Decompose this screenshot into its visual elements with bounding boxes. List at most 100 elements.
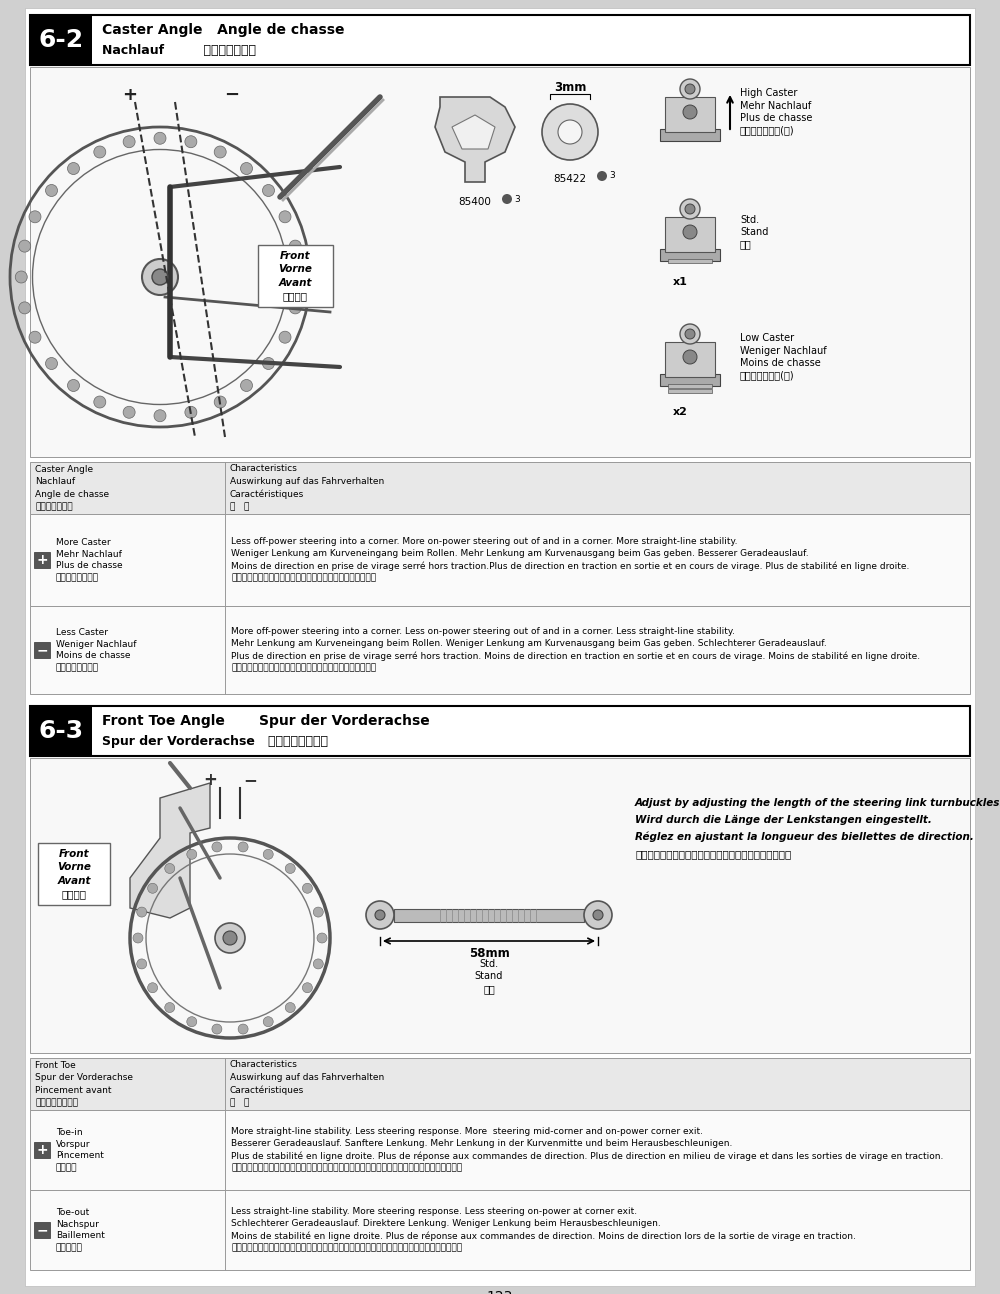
Text: Front Toe
Spur der Vorderachse
Pincement avant
フロントトー角度: Front Toe Spur der Vorderachse Pincement… <box>35 1061 133 1108</box>
Text: Front
Vorne
Avant
フロント: Front Vorne Avant フロント <box>278 251 312 300</box>
Circle shape <box>215 923 245 952</box>
Text: Less straight-line stability. More steering response. Less steering on-power at : Less straight-line stability. More steer… <box>231 1207 856 1253</box>
Circle shape <box>238 1024 248 1034</box>
Circle shape <box>123 136 135 148</box>
Text: Toe-out
Nachspur
Baillement
トーアウト: Toe-out Nachspur Baillement トーアウト <box>56 1207 105 1253</box>
Text: Caster Angle   Angle de chasse: Caster Angle Angle de chasse <box>102 23 344 38</box>
Bar <box>30 462 970 514</box>
Circle shape <box>279 211 291 223</box>
Circle shape <box>502 194 512 204</box>
Circle shape <box>238 842 248 851</box>
Circle shape <box>302 884 312 893</box>
Bar <box>30 1190 970 1269</box>
Bar <box>34 642 50 659</box>
Bar <box>34 1143 50 1158</box>
Text: Wird durch die Länge der Lenkstangen eingestellt.: Wird durch die Länge der Lenkstangen ein… <box>635 815 932 826</box>
Bar <box>34 553 50 568</box>
Bar <box>665 342 715 377</box>
Circle shape <box>313 959 323 969</box>
Text: High Caster
Mehr Nachlauf
Plus de chasse
キャスター角度(大): High Caster Mehr Nachlauf Plus de chasse… <box>740 88 812 136</box>
Bar <box>30 758 970 1053</box>
Circle shape <box>67 163 79 175</box>
Circle shape <box>46 185 58 197</box>
Circle shape <box>680 324 700 344</box>
Circle shape <box>317 933 327 943</box>
Text: 85422: 85422 <box>553 173 587 184</box>
Text: Nachlauf         キャスター角度: Nachlauf キャスター角度 <box>102 44 256 57</box>
Text: Less off-power steering into a corner. More on-power steering out of and in a co: Less off-power steering into a corner. M… <box>231 537 909 582</box>
Text: Characteristics
Auswirkung auf das Fahrverhalten
Caractéristiques
特   向: Characteristics Auswirkung auf das Fahrv… <box>230 465 384 511</box>
Text: 3: 3 <box>514 194 520 203</box>
Circle shape <box>165 1003 175 1012</box>
Text: More Caster
Mehr Nachlauf
Plus de chasse
キャスター角度大: More Caster Mehr Nachlauf Plus de chasse… <box>56 538 123 582</box>
Text: Adjust by adjusting the length of the steering link turnbuckles.: Adjust by adjusting the length of the st… <box>635 798 1000 807</box>
Bar <box>30 67 970 457</box>
Text: Front Toe Angle       Spur der Vorderachse: Front Toe Angle Spur der Vorderachse <box>102 714 430 729</box>
Text: ターンバックルの長さを調整してトー角を調整します。: ターンバックルの長さを調整してトー角を調整します。 <box>635 849 791 859</box>
Text: +: + <box>36 1143 48 1157</box>
Circle shape <box>685 204 695 214</box>
Circle shape <box>29 331 41 343</box>
Text: 58mm: 58mm <box>469 947 509 960</box>
Circle shape <box>212 1024 222 1034</box>
Circle shape <box>683 105 697 119</box>
Text: 3mm: 3mm <box>554 82 586 94</box>
Polygon shape <box>452 115 495 149</box>
Circle shape <box>241 379 253 392</box>
Text: +: + <box>203 771 217 789</box>
Polygon shape <box>130 783 210 917</box>
Circle shape <box>293 270 305 283</box>
Circle shape <box>683 349 697 364</box>
Circle shape <box>542 104 598 160</box>
Circle shape <box>285 1003 295 1012</box>
Circle shape <box>285 863 295 873</box>
Text: Toe-in
Vorspur
Pincement
トーイン: Toe-in Vorspur Pincement トーイン <box>56 1128 104 1172</box>
Circle shape <box>289 302 301 314</box>
Polygon shape <box>435 97 515 182</box>
Bar <box>660 374 720 386</box>
Circle shape <box>558 120 582 144</box>
Circle shape <box>187 1017 197 1026</box>
Bar <box>30 514 970 606</box>
Text: −: − <box>36 1223 48 1237</box>
Circle shape <box>584 901 612 929</box>
Circle shape <box>685 84 695 94</box>
Text: Spur der Vorderachse   フロントトー角度: Spur der Vorderachse フロントトー角度 <box>102 735 328 748</box>
FancyBboxPatch shape <box>258 245 333 307</box>
Circle shape <box>302 982 312 992</box>
FancyBboxPatch shape <box>38 842 110 905</box>
Circle shape <box>683 225 697 239</box>
Circle shape <box>262 185 274 197</box>
Text: Std.
Stand
標準: Std. Stand 標準 <box>475 959 503 994</box>
Bar <box>668 384 712 388</box>
Text: Characteristics
Auswirkung auf das Fahrverhalten
Caractéristiques
特   向: Characteristics Auswirkung auf das Fahrv… <box>230 1060 384 1108</box>
Circle shape <box>165 863 175 873</box>
Circle shape <box>593 910 603 920</box>
Text: Front
Vorne
Avant
フロント: Front Vorne Avant フロント <box>57 849 91 899</box>
Text: −: − <box>224 85 240 104</box>
Bar <box>665 97 715 132</box>
Bar <box>660 248 720 261</box>
Circle shape <box>185 406 197 418</box>
Circle shape <box>67 379 79 392</box>
Circle shape <box>94 396 106 408</box>
Circle shape <box>19 241 31 252</box>
Circle shape <box>313 907 323 917</box>
Circle shape <box>289 241 301 252</box>
Text: More straight-line stability. Less steering response. More  steering mid-corner : More straight-line stability. Less steer… <box>231 1127 943 1172</box>
Text: Less Caster
Weniger Nachlauf
Moins de chasse
キャスター角度小: Less Caster Weniger Nachlauf Moins de ch… <box>56 628 136 672</box>
Circle shape <box>366 901 394 929</box>
Circle shape <box>137 959 147 969</box>
Circle shape <box>148 982 158 992</box>
Bar <box>394 908 584 923</box>
Text: −: − <box>36 643 48 657</box>
Text: 85400: 85400 <box>459 197 491 207</box>
Bar <box>30 16 92 65</box>
Circle shape <box>142 259 178 295</box>
Circle shape <box>94 146 106 158</box>
Circle shape <box>137 907 147 917</box>
Bar <box>30 16 970 65</box>
Circle shape <box>46 357 58 370</box>
Text: −: − <box>243 771 257 789</box>
Circle shape <box>241 163 253 175</box>
